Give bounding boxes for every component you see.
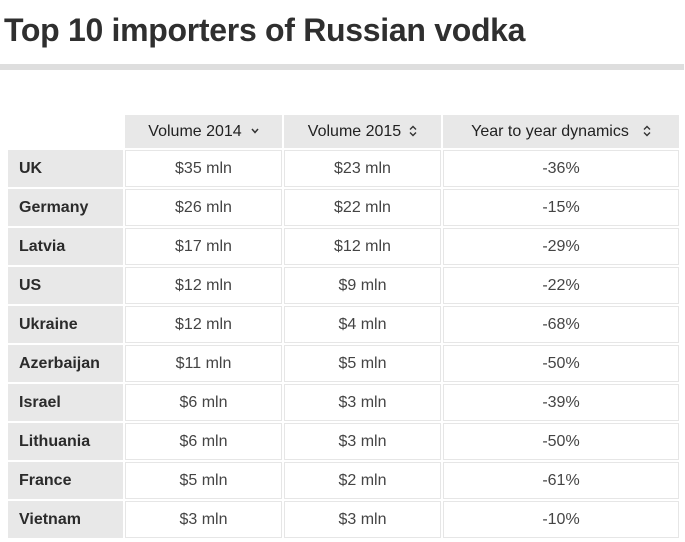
volume-2014-cell: $12 mln bbox=[125, 306, 282, 343]
country-cell: Israel bbox=[8, 384, 123, 421]
column-header-volume-2014[interactable]: Volume 2014 bbox=[125, 115, 282, 148]
dynamics-cell: -29% bbox=[443, 228, 679, 265]
volume-2015-cell: $22 mln bbox=[284, 189, 441, 226]
table-row: Israel $6 mln $3 mln -39% bbox=[8, 384, 679, 421]
table-row: France $5 mln $2 mln -61% bbox=[8, 462, 679, 499]
volume-2014-cell: $6 mln bbox=[125, 384, 282, 421]
table-row: Azerbaijan $11 mln $5 mln -50% bbox=[8, 345, 679, 382]
table-row: Vietnam $3 mln $3 mln -10% bbox=[8, 501, 679, 538]
country-cell: US bbox=[8, 267, 123, 304]
column-header-dynamics[interactable]: Year to year dynamics bbox=[443, 115, 679, 148]
country-cell: UK bbox=[8, 150, 123, 187]
volume-2014-cell: $12 mln bbox=[125, 267, 282, 304]
country-cell: France bbox=[8, 462, 123, 499]
corner-header-cell bbox=[8, 115, 123, 148]
dynamics-cell: -36% bbox=[443, 150, 679, 187]
table-row: Lithuania $6 mln $3 mln -50% bbox=[8, 423, 679, 460]
volume-2015-cell: $5 mln bbox=[284, 345, 441, 382]
country-cell: Ukraine bbox=[8, 306, 123, 343]
dynamics-cell: -61% bbox=[443, 462, 679, 499]
volume-2014-cell: $3 mln bbox=[125, 501, 282, 538]
volume-2014-cell: $6 mln bbox=[125, 423, 282, 460]
dynamics-cell: -22% bbox=[443, 267, 679, 304]
volume-2015-cell: $12 mln bbox=[284, 228, 441, 265]
volume-2015-cell: $23 mln bbox=[284, 150, 441, 187]
table-row: Latvia $17 mln $12 mln -29% bbox=[8, 228, 679, 265]
table-row: Ukraine $12 mln $4 mln -68% bbox=[8, 306, 679, 343]
sort-icon bbox=[409, 125, 417, 137]
volume-2015-cell: $3 mln bbox=[284, 384, 441, 421]
page-title: Top 10 importers of Russian vodka bbox=[4, 12, 526, 48]
volume-2015-cell: $4 mln bbox=[284, 306, 441, 343]
country-cell: Azerbaijan bbox=[8, 345, 123, 382]
country-cell: Latvia bbox=[8, 228, 123, 265]
table-body: UK $35 mln $23 mln -36% Germany $26 mln $22 ml… bbox=[8, 150, 679, 538]
volume-2014-cell: $26 mln bbox=[125, 189, 282, 226]
volume-2015-cell: $3 mln bbox=[284, 501, 441, 538]
dynamics-cell: -68% bbox=[443, 306, 679, 343]
volume-2014-cell: $35 mln bbox=[125, 150, 282, 187]
dynamics-cell: -15% bbox=[443, 189, 679, 226]
dynamics-cell: -10% bbox=[443, 501, 679, 538]
table-row: US $12 mln $9 mln -22% bbox=[8, 267, 679, 304]
dynamics-cell: -50% bbox=[443, 423, 679, 460]
country-cell: Vietnam bbox=[8, 501, 123, 538]
country-cell: Germany bbox=[8, 189, 123, 226]
table-header-row: Volume 2014 Volume 2015 Year to year dyn… bbox=[8, 115, 679, 148]
table-row: UK $35 mln $23 mln -36% bbox=[8, 150, 679, 187]
column-header-label: Volume 2015 bbox=[307, 122, 402, 140]
country-cell: Lithuania bbox=[8, 423, 123, 460]
column-header-label: Year to year dynamics bbox=[471, 122, 629, 140]
volume-2014-cell: $11 mln bbox=[125, 345, 282, 382]
sort-icon bbox=[643, 125, 651, 137]
column-header-label: Volume 2014 bbox=[148, 122, 242, 140]
volume-2015-cell: $2 mln bbox=[284, 462, 441, 499]
dynamics-cell: -39% bbox=[443, 384, 679, 421]
volume-2014-cell: $5 mln bbox=[125, 462, 282, 499]
sort-descending-icon bbox=[251, 128, 259, 134]
volume-2015-cell: $9 mln bbox=[284, 267, 441, 304]
volume-2015-cell: $3 mln bbox=[284, 423, 441, 460]
title-divider bbox=[0, 64, 684, 70]
table-row: Germany $26 mln $22 mln -15% bbox=[8, 189, 679, 226]
column-header-volume-2015[interactable]: Volume 2015 bbox=[284, 115, 441, 148]
volume-2014-cell: $17 mln bbox=[125, 228, 282, 265]
importers-table: Volume 2014 Volume 2015 Year to year dyn… bbox=[6, 113, 681, 540]
dynamics-cell: -50% bbox=[443, 345, 679, 382]
